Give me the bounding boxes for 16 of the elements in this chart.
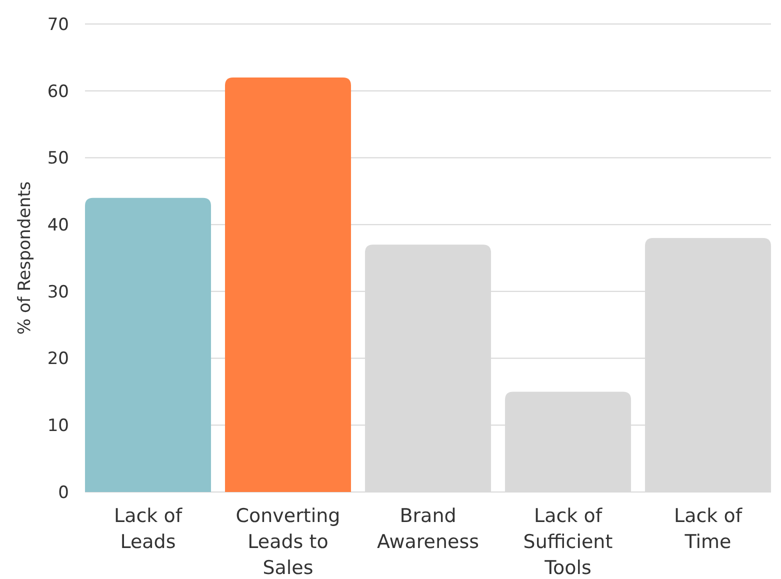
y-tick-label: 0 (58, 482, 69, 503)
y-tick-label: 20 (47, 349, 69, 370)
bar (85, 198, 211, 492)
bar (225, 77, 351, 492)
y-tick-label: 60 (47, 82, 69, 102)
y-tick-label: 50 (47, 148, 69, 169)
y-tick-label: 10 (47, 416, 69, 436)
x-tick-label: Converting Leads to Sales (236, 505, 340, 579)
y-tick-label: 30 (47, 282, 69, 302)
y-axis-title: % of Respondents (15, 181, 35, 335)
x-tick-label: Lack of Time (674, 505, 744, 553)
x-tick-label: Lack of Sufficient Tools (523, 505, 613, 579)
y-tick-label: 70 (47, 14, 69, 35)
x-tick-label: Lack of Leads (114, 505, 184, 553)
x-tick-label: Brand Awareness (376, 505, 480, 553)
y-tick-label: 40 (47, 216, 69, 236)
